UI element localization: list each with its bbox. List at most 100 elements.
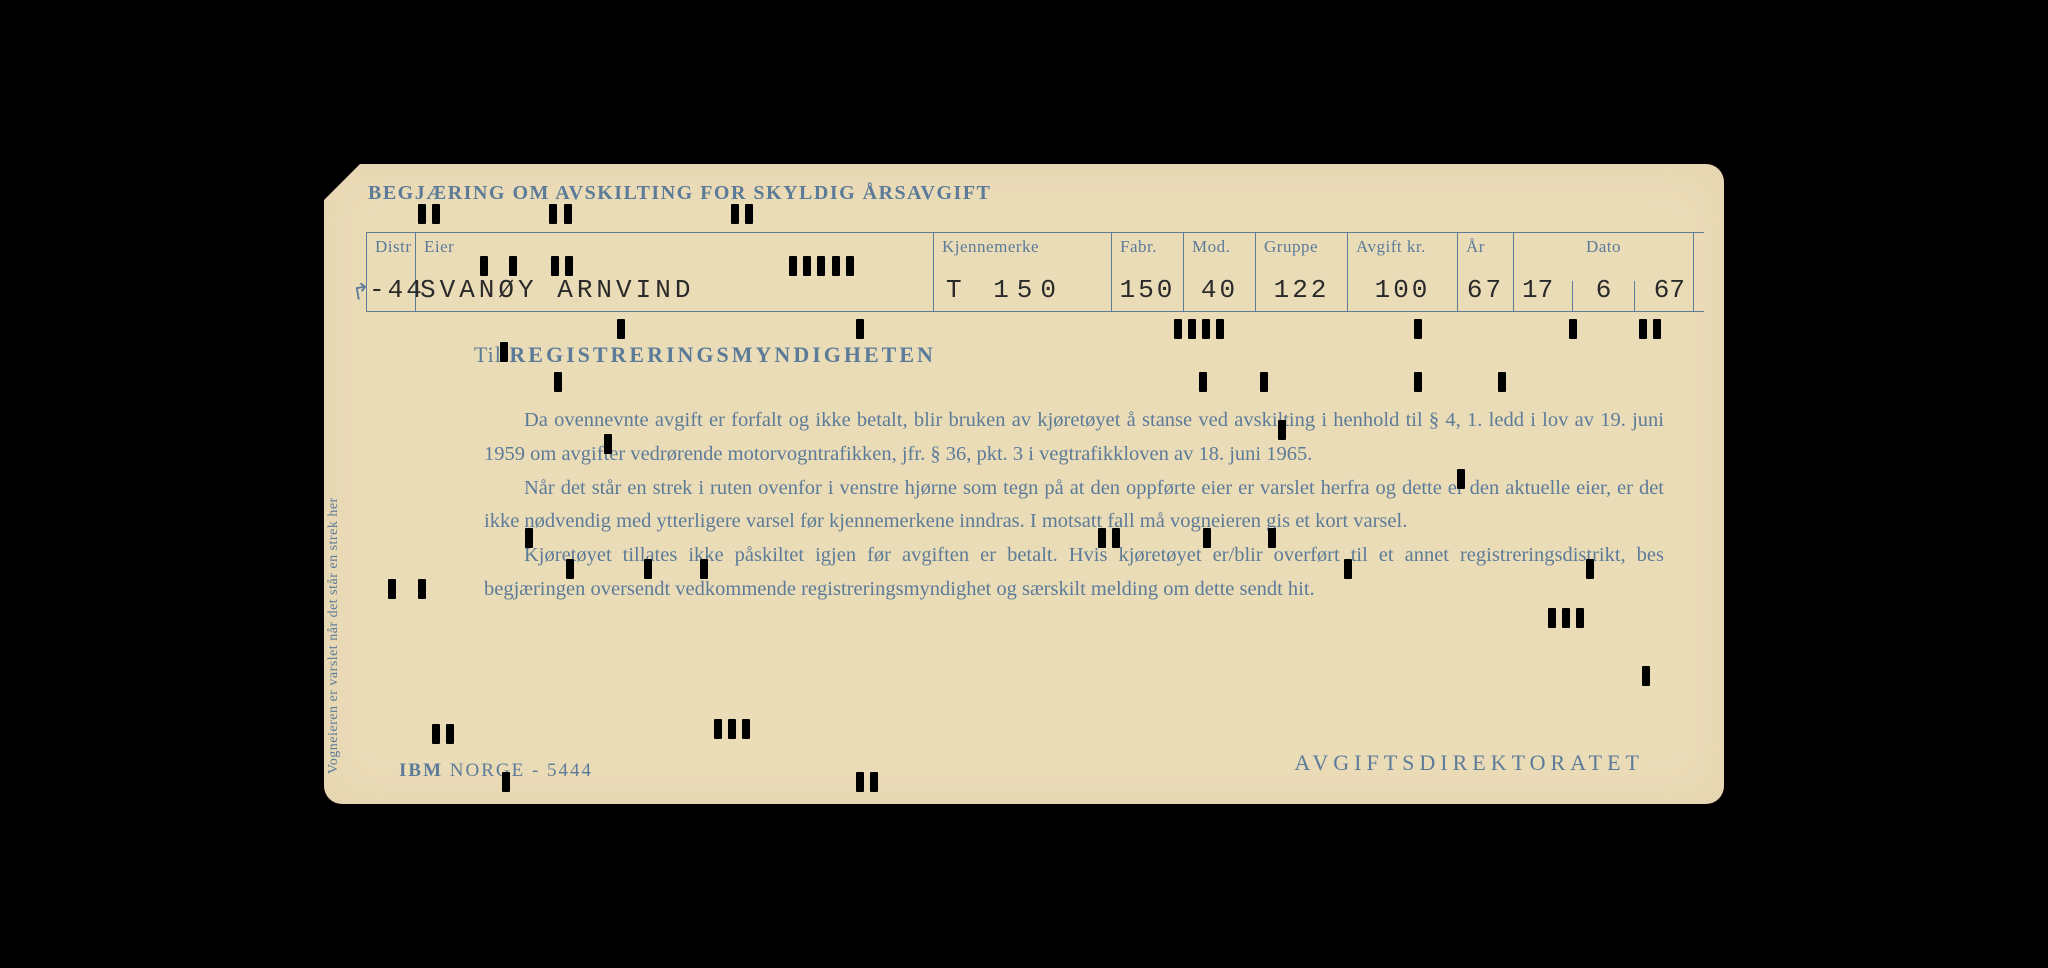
- punch-hole: [1639, 319, 1647, 339]
- field-label: Avgift kr.: [1356, 237, 1449, 257]
- field-label: År: [1466, 237, 1505, 257]
- punch-hole: [604, 434, 612, 454]
- field-label: Fabr.: [1120, 237, 1175, 257]
- punch-hole: [388, 579, 396, 599]
- field-label: Kjennemerke: [942, 237, 1103, 257]
- punch-hole: [549, 204, 557, 224]
- punch-hole: [551, 256, 559, 276]
- punch-hole: [817, 256, 825, 276]
- card-title: BEGJÆRING OM AVSKILTING FOR SKYLDIG ÅRSA…: [368, 182, 991, 205]
- field-value: -44: [367, 275, 415, 305]
- dato-values: 17 6 67: [1514, 275, 1693, 305]
- corner-notch: [324, 164, 363, 203]
- punch-hole: [1202, 319, 1210, 339]
- punch-hole: [700, 559, 708, 579]
- punch-hole: [500, 342, 508, 362]
- punch-hole: [1653, 319, 1661, 339]
- punch-hole: [1112, 528, 1120, 548]
- field-avgift: Avgift kr. 100: [1348, 233, 1458, 311]
- punch-hole: [728, 719, 736, 739]
- punch-hole: [1642, 666, 1650, 686]
- field-value: 40: [1184, 275, 1255, 305]
- punch-hole: [480, 256, 488, 276]
- punch-hole: [564, 204, 572, 224]
- field-mod: Mod. 40: [1184, 233, 1256, 311]
- subtitle-main: REGISTRERINGSMYNDIGHETEN: [509, 342, 936, 367]
- paragraph-1: Da ovennevnte avgift er forfalt og ikke …: [484, 404, 1664, 472]
- punch-hole: [1278, 420, 1286, 440]
- punch-hole: [617, 319, 625, 339]
- field-gruppe: Gruppe 122: [1256, 233, 1348, 311]
- punch-hole: [644, 559, 652, 579]
- punch-hole: [714, 719, 722, 739]
- punch-hole: [566, 559, 574, 579]
- punch-hole: [446, 724, 454, 744]
- field-value: SVANØY ARNVIND: [416, 275, 933, 305]
- field-label: Eier: [424, 237, 925, 257]
- punch-hole: [803, 256, 811, 276]
- field-ar: År 67: [1458, 233, 1514, 311]
- punch-hole: [856, 319, 864, 339]
- field-distr: Distr -44: [366, 233, 416, 311]
- punch-hole: [1203, 528, 1211, 548]
- punch-hole: [1199, 372, 1207, 392]
- punch-hole: [418, 579, 426, 599]
- punch-hole: [432, 724, 440, 744]
- vertical-note: Vogneieren er varslet når det står en st…: [326, 497, 342, 774]
- punch-hole: [502, 772, 510, 792]
- punch-hole: [832, 256, 840, 276]
- subtitle: Til REGISTRERINGSMYNDIGHETEN: [474, 342, 936, 368]
- field-value: 100: [1348, 275, 1457, 305]
- footer-rest: NORGE - 5444: [450, 760, 593, 781]
- footer-brand: IBM: [399, 760, 443, 781]
- punch-hole: [1548, 608, 1556, 628]
- punch-hole: [1344, 559, 1352, 579]
- field-kjennemerke: Kjennemerke T 150: [934, 233, 1112, 311]
- punch-hole: [1268, 528, 1276, 548]
- dato-year: 67: [1646, 275, 1693, 305]
- punch-hole: [1457, 469, 1465, 489]
- subtitle-prefix: Til: [474, 342, 502, 367]
- punch-hole: [1414, 319, 1422, 339]
- footer-ibm: IBM NORGE - 5444: [399, 760, 593, 782]
- punch-hole: [731, 204, 739, 224]
- punch-hole: [432, 204, 440, 224]
- field-label: Distr: [375, 237, 407, 257]
- field-value: 67: [1458, 275, 1513, 305]
- punch-hole: [1586, 559, 1594, 579]
- dato-day: 17: [1514, 275, 1561, 305]
- punch-hole: [1188, 319, 1196, 339]
- punch-hole: [509, 256, 517, 276]
- punch-hole: [846, 256, 854, 276]
- punch-card: BEGJÆRING OM AVSKILTING FOR SKYLDIG ÅRSA…: [324, 164, 1724, 804]
- field-label: Dato: [1522, 237, 1685, 257]
- punch-hole: [1098, 528, 1106, 548]
- field-value: T 150: [934, 275, 1111, 305]
- field-dato: Dato 17 6 67: [1514, 233, 1694, 311]
- field-eier: Eier SVANØY ARNVIND: [416, 233, 934, 311]
- punch-hole: [1260, 372, 1268, 392]
- punch-hole: [856, 772, 864, 792]
- body-text: Da ovennevnte avgift er forfalt og ikke …: [484, 404, 1664, 607]
- punch-hole: [1414, 372, 1422, 392]
- punch-hole: [742, 719, 750, 739]
- paragraph-2: Når det står en strek i ruten ovenfor i …: [484, 472, 1664, 540]
- dato-month: 6: [1588, 275, 1620, 305]
- field-fabr: Fabr. 150: [1112, 233, 1184, 311]
- punch-hole: [1216, 319, 1224, 339]
- punch-hole: [554, 372, 562, 392]
- paragraph-3: Kjøretøyet tillates ikke påskiltet igjen…: [484, 539, 1664, 607]
- field-label: Mod.: [1192, 237, 1247, 257]
- punch-hole: [789, 256, 797, 276]
- punch-hole: [418, 204, 426, 224]
- punch-hole: [1174, 319, 1182, 339]
- field-value: 150: [1112, 275, 1183, 305]
- field-value: 122: [1256, 275, 1347, 305]
- punch-hole: [1498, 372, 1506, 392]
- punch-hole: [1569, 319, 1577, 339]
- punch-hole: [870, 772, 878, 792]
- signature: AVGIFTSDIREKTORATET: [1294, 750, 1644, 776]
- punch-hole: [1562, 608, 1570, 628]
- punch-hole: [565, 256, 573, 276]
- field-label: Gruppe: [1264, 237, 1339, 257]
